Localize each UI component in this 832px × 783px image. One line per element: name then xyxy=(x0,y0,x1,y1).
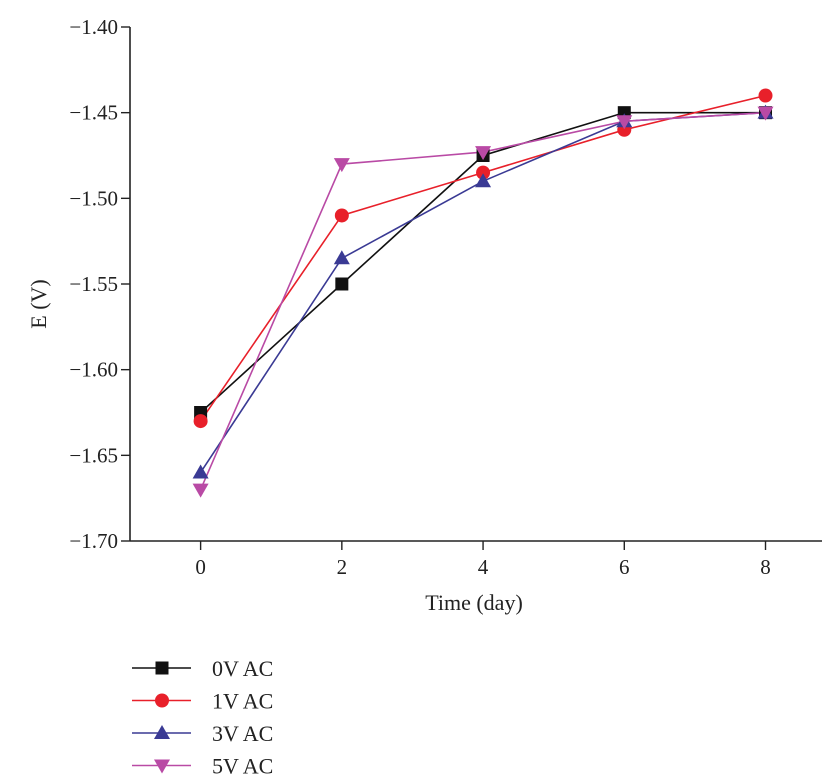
data-point xyxy=(758,88,773,103)
y-axis-title: E (V) xyxy=(26,279,51,328)
y-tick-label: −1.50 xyxy=(69,186,118,210)
series-markers-3 xyxy=(192,106,774,498)
series-1 xyxy=(199,94,766,422)
legend-marker xyxy=(155,693,169,708)
legend-label: 1V AC xyxy=(212,689,273,714)
legend-label: 0V AC xyxy=(212,656,273,681)
axes: −1.40 −1.45 −1.50 −1.55 −1.60 −1.65 −1.70 0 2 4 6 8… xyxy=(26,15,822,615)
legend-item: 0V AC xyxy=(132,656,273,681)
legend-item: 3V AC xyxy=(132,721,273,746)
x-tick-label: 2 xyxy=(337,555,348,579)
data-point xyxy=(616,115,633,130)
legend-label: 3V AC xyxy=(212,721,273,746)
data-point xyxy=(333,250,350,265)
legend: 0V AC 1V AC 3V AC 5V AC xyxy=(132,656,273,779)
legend-marker xyxy=(155,661,169,675)
legend-item: 1V AC xyxy=(132,689,273,714)
series-line xyxy=(199,94,766,422)
y-tick-label: −1.55 xyxy=(69,272,118,296)
data-point xyxy=(192,464,209,479)
x-axis-title: Time (day) xyxy=(425,590,523,615)
series-layer xyxy=(192,88,774,498)
y-tick-label: −1.65 xyxy=(69,443,118,467)
y-tick-label: −1.60 xyxy=(69,358,118,382)
data-point xyxy=(757,106,774,121)
data-point xyxy=(335,277,349,291)
data-point xyxy=(334,208,349,223)
data-point xyxy=(476,165,491,180)
legend-marker xyxy=(154,759,170,774)
x-tick-label: 4 xyxy=(478,555,489,579)
series-markers-1 xyxy=(193,88,773,429)
data-point xyxy=(193,414,208,429)
y-tick-label: −1.40 xyxy=(69,15,118,39)
data-point xyxy=(333,158,350,173)
x-tick-label: 8 xyxy=(760,555,771,579)
data-point xyxy=(475,146,492,161)
data-point xyxy=(192,483,209,498)
x-tick-label: 0 xyxy=(195,555,206,579)
legend-label: 5V AC xyxy=(212,754,273,779)
legend-marker xyxy=(154,725,170,739)
x-tick-label: 6 xyxy=(619,555,630,579)
y-tick-label: −1.70 xyxy=(69,529,118,553)
y-tick-label: −1.45 xyxy=(69,101,118,125)
legend-item: 5V AC xyxy=(132,754,273,779)
data-point xyxy=(475,173,492,188)
